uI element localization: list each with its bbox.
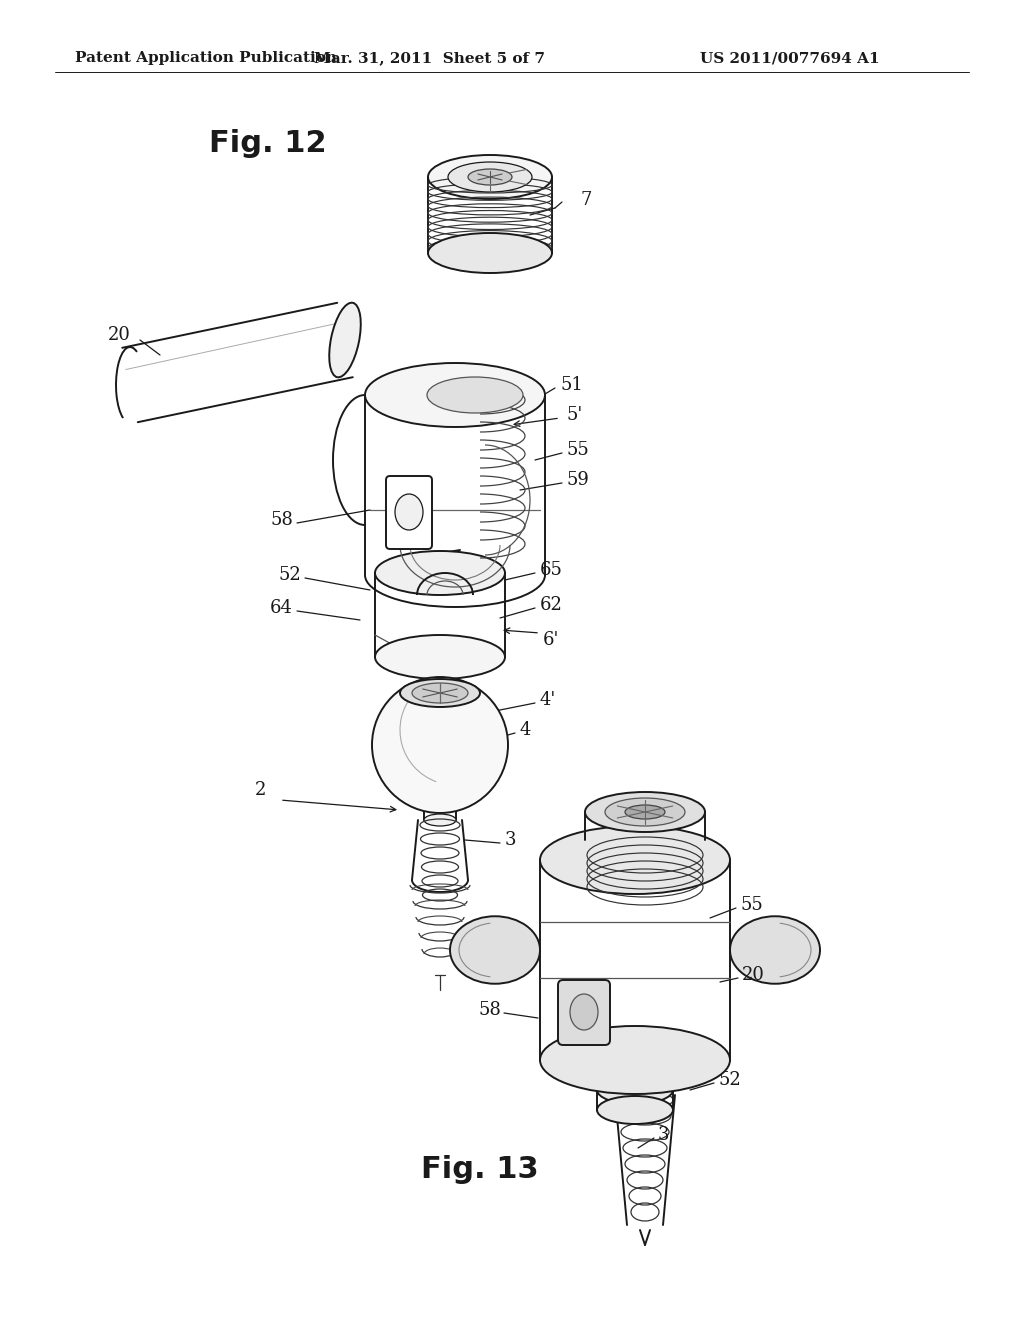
Ellipse shape [330,302,360,378]
Text: 7: 7 [580,191,592,209]
Ellipse shape [395,494,423,531]
Text: 62: 62 [540,597,563,614]
Text: 20: 20 [742,966,765,983]
Text: 65: 65 [540,561,563,579]
Ellipse shape [450,916,540,983]
Ellipse shape [412,682,468,704]
Ellipse shape [372,677,508,813]
Ellipse shape [540,826,730,894]
Ellipse shape [424,814,456,826]
Text: Patent Application Publication: Patent Application Publication [75,51,337,65]
Text: 52: 52 [718,1071,740,1089]
Text: US 2011/0077694 A1: US 2011/0077694 A1 [700,51,880,65]
Text: Mar. 31, 2011  Sheet 5 of 7: Mar. 31, 2011 Sheet 5 of 7 [314,51,546,65]
Ellipse shape [605,799,685,826]
Text: 4': 4' [540,690,556,709]
FancyBboxPatch shape [386,477,432,549]
Ellipse shape [427,378,523,413]
Text: 58: 58 [478,1001,501,1019]
Text: 3: 3 [505,832,516,849]
Ellipse shape [400,678,480,708]
Text: 6': 6' [543,631,559,649]
Ellipse shape [570,994,598,1030]
Ellipse shape [540,1026,730,1094]
Ellipse shape [625,805,665,818]
Text: 59: 59 [567,471,590,488]
Ellipse shape [597,1096,673,1125]
Ellipse shape [428,234,552,273]
Text: 51: 51 [560,376,583,393]
Text: 52: 52 [278,566,301,583]
Text: 4: 4 [520,721,531,739]
Text: 3: 3 [658,1126,670,1144]
Text: 64: 64 [270,599,293,616]
Text: 2: 2 [255,781,266,799]
Ellipse shape [365,363,545,426]
Ellipse shape [375,550,505,595]
Ellipse shape [597,1076,673,1104]
Text: Fig. 12: Fig. 12 [209,128,327,157]
Text: 20: 20 [108,326,131,345]
Text: Fig. 13: Fig. 13 [421,1155,539,1184]
Ellipse shape [449,162,532,191]
FancyBboxPatch shape [558,979,610,1045]
Ellipse shape [428,154,552,199]
Text: 55: 55 [740,896,763,913]
Ellipse shape [468,169,512,185]
Ellipse shape [730,916,820,983]
Text: 55: 55 [567,441,590,459]
Text: 51: 51 [595,849,617,867]
Text: 5': 5' [567,407,584,424]
Ellipse shape [375,635,505,678]
Text: 7: 7 [672,866,683,884]
Text: 58: 58 [270,511,293,529]
Ellipse shape [585,792,705,832]
